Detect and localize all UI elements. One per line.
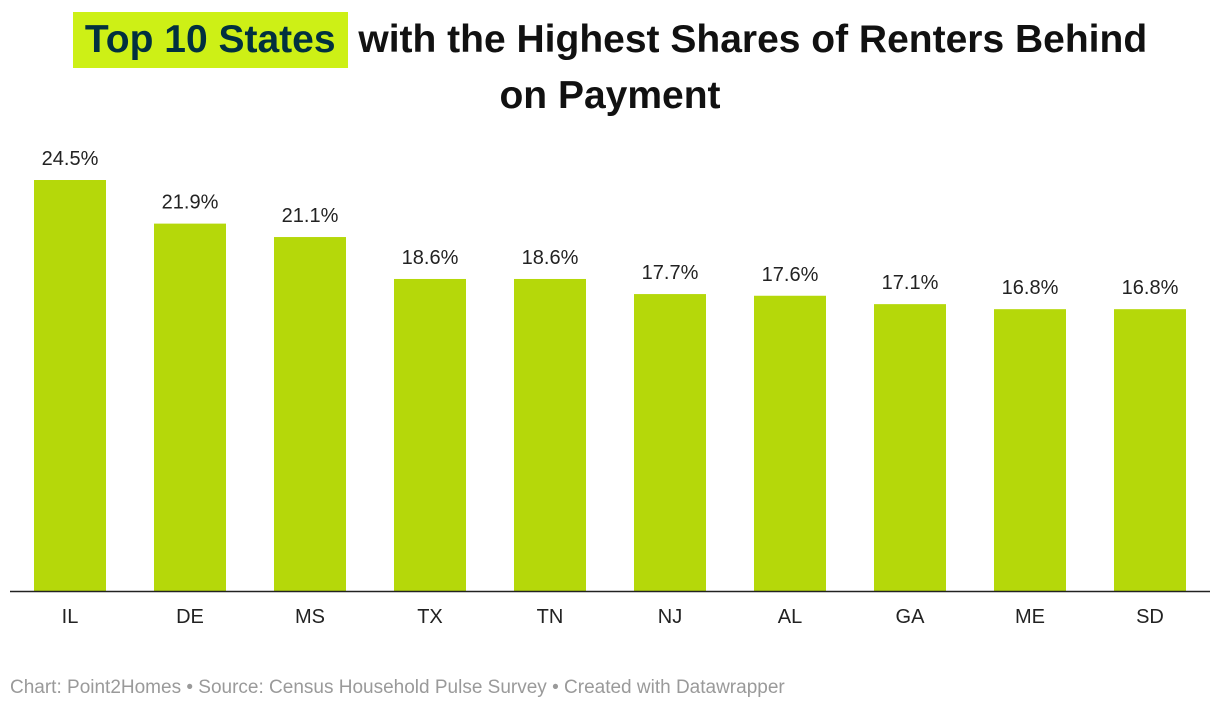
data-label-SD: 16.8% xyxy=(1122,277,1179,299)
title-highlight: Top 10 States xyxy=(72,12,348,68)
bar-DE xyxy=(154,223,226,591)
x-tick-GA: GA xyxy=(896,606,926,628)
x-tick-DE: DE xyxy=(176,606,204,628)
x-tick-TN: TN xyxy=(537,606,564,628)
bar-IL xyxy=(34,180,106,591)
bar-TX xyxy=(394,278,466,591)
chart-title: Top 10 States with the Highest Shares of… xyxy=(0,12,1220,124)
bar-SD xyxy=(1114,309,1186,591)
chart-footer: Chart: Point2Homes • Source: Census Hous… xyxy=(10,677,785,698)
bar-GA xyxy=(874,304,946,591)
data-label-MS: 21.1% xyxy=(282,205,339,227)
bar-NJ xyxy=(634,294,706,591)
x-tick-SD: SD xyxy=(1136,606,1164,628)
x-tick-NJ: NJ xyxy=(658,606,682,628)
data-label-TX: 18.6% xyxy=(402,247,459,269)
x-tick-AL: AL xyxy=(778,606,802,628)
data-label-DE: 21.9% xyxy=(162,192,219,214)
data-label-TN: 18.6% xyxy=(522,247,579,269)
x-tick-TX: TX xyxy=(417,606,443,628)
bar-TN xyxy=(514,278,586,591)
x-tick-MS: MS xyxy=(295,606,325,628)
x-tick-ME: ME xyxy=(1015,606,1045,628)
title-rest: with the Highest Shares of Renters Behin… xyxy=(347,18,1148,61)
x-tick-IL: IL xyxy=(62,606,79,628)
data-label-GA: 17.1% xyxy=(882,272,939,294)
data-label-ME: 16.8% xyxy=(1002,277,1059,299)
data-label-AL: 17.6% xyxy=(762,264,819,286)
title-line2: on Payment xyxy=(499,74,721,117)
bar-MS xyxy=(274,237,346,591)
data-label-NJ: 17.7% xyxy=(642,262,699,284)
bar-AL xyxy=(754,295,826,591)
data-label-IL: 24.5% xyxy=(42,148,99,170)
bar-ME xyxy=(994,309,1066,591)
